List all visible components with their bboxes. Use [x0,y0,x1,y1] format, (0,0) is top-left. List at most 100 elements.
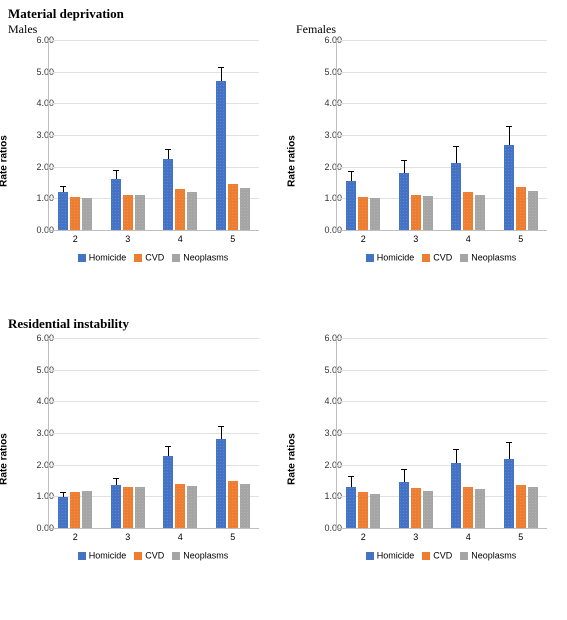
bar-group: 4 [449,40,487,230]
legend-label: Neoplasms [471,253,516,263]
bar-neoplasms [423,491,433,528]
error-bar [218,67,224,80]
bar-homicide [451,163,461,230]
error-bar [453,449,459,463]
figure-root: Material deprivation Males Females Resid… [0,0,567,620]
bar-cvd [463,192,473,230]
error-bar [401,160,407,173]
xtick-label: 3 [109,234,147,244]
bar-group: 5 [214,338,252,528]
legend: Homicide CVD Neoplasms [48,550,258,561]
xtick-label: 2 [344,532,382,542]
legend-swatch [172,254,180,262]
bar-neoplasms [370,198,380,230]
xtick-label: 4 [449,532,487,542]
legend-label: Homicide [377,253,415,263]
legend-label: CVD [145,551,164,561]
legend-item-neoplasms: Neoplasms [460,252,516,263]
legend-label: Neoplasms [183,551,228,561]
bar-group: 5 [502,40,540,230]
bar-homicide [216,439,226,528]
legend-label: Homicide [377,551,415,561]
bar-group: 4 [449,338,487,528]
legend: Homicide CVD Neoplasms [336,550,546,561]
legend-item-homicide: Homicide [78,550,127,561]
y-axis-label: Rate ratios [287,433,298,485]
bar-homicide [58,192,68,230]
error-bar [113,170,119,179]
bar-cvd [228,184,238,230]
error-bar [60,186,66,192]
bar-homicide [451,463,461,528]
bar-neoplasms [135,487,145,528]
bar-cvd [175,189,185,230]
bar-cvd [123,195,133,230]
error-bar [506,126,512,145]
xtick-label: 2 [344,234,382,244]
bar-neoplasms [240,484,250,528]
y-axis-label: Rate ratios [0,135,10,187]
plot-area: 2345 [48,338,259,529]
legend-item-cvd: CVD [134,252,164,263]
legend-item-neoplasms: Neoplasms [460,550,516,561]
bar-homicide [111,485,121,528]
bar-group: 5 [214,40,252,230]
bar-homicide [504,459,514,528]
bar-neoplasms [82,491,92,528]
legend-swatch [78,254,86,262]
bar-group: 2 [56,338,94,528]
bar-cvd [70,492,80,528]
bar-cvd [175,484,185,528]
legend-swatch [366,254,374,262]
bar-homicide [163,456,173,528]
plot-area: 2345 [336,40,547,231]
bar-group: 3 [109,40,147,230]
bar-group: 3 [397,40,435,230]
legend-label: Homicide [89,551,127,561]
legend-swatch [460,552,468,560]
y-axis-label: Rate ratios [287,135,298,187]
legend-label: CVD [433,551,452,561]
legend-swatch [366,552,374,560]
error-bar [348,476,354,487]
bar-cvd [228,481,238,528]
bar-neoplasms [423,196,433,230]
bar-group: 2 [56,40,94,230]
bar-cvd [516,485,526,528]
bar-cvd [411,488,421,528]
legend-item-cvd: CVD [134,550,164,561]
legend-item-cvd: CVD [422,550,452,561]
bar-cvd [358,197,368,230]
bar-cvd [516,187,526,230]
bar-group: 3 [397,338,435,528]
bar-homicide [58,497,68,528]
bar-homicide [216,81,226,230]
legend-item-neoplasms: Neoplasms [172,550,228,561]
legend-swatch [422,254,430,262]
error-bar [218,426,224,439]
bar-neoplasms [240,188,250,230]
error-bar [113,478,119,484]
error-bar [401,469,407,482]
title-material-deprivation: Material deprivation [8,6,124,22]
error-bar [453,146,459,162]
y-axis-label: Rate ratios [0,433,10,485]
bar-homicide [346,181,356,230]
bar-neoplasms [370,494,380,528]
xtick-label: 3 [109,532,147,542]
bar-homicide [399,173,409,230]
bar-cvd [123,487,133,528]
legend-item-homicide: Homicide [366,550,415,561]
xtick-label: 4 [161,234,199,244]
error-bar [348,171,354,181]
xtick-label: 5 [502,234,540,244]
legend-label: CVD [433,253,452,263]
panel-ri_f: 0.001.002.003.004.005.006.00Rate ratios2… [296,330,556,588]
bar-cvd [463,487,473,528]
bar-neoplasms [528,191,538,230]
xtick-label: 4 [161,532,199,542]
xtick-label: 2 [56,234,94,244]
legend-item-homicide: Homicide [78,252,127,263]
bar-cvd [70,197,80,230]
error-bar [165,149,171,159]
